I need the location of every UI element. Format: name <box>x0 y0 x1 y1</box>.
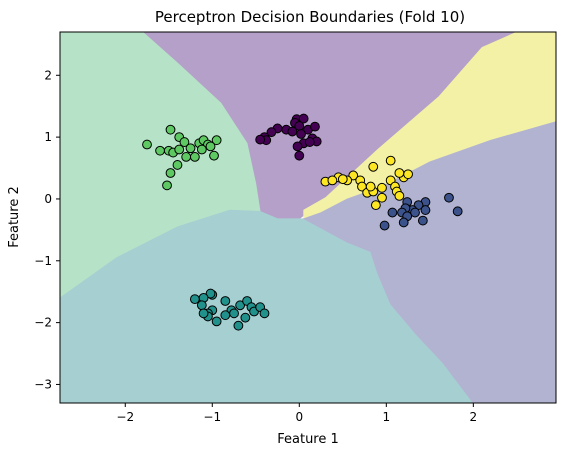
green-class-point-18 <box>162 180 172 191</box>
teal-class-point-18 <box>211 316 222 327</box>
teal-class-point-20 <box>233 320 244 331</box>
teal-class-point-2 <box>205 288 216 299</box>
green-class-point-9 <box>181 152 192 162</box>
yellow-class-point-15 <box>377 192 387 203</box>
yellow-class-point-16 <box>370 200 381 211</box>
purple-class-point-8 <box>266 127 277 138</box>
yellow-class-point-21 <box>365 181 376 192</box>
teal-class-point-22 <box>189 294 200 305</box>
plot-frame <box>59 31 557 404</box>
axes: −2 −1 0 1 2 −3 −2 −1 0 1 2 <box>34 31 557 424</box>
green-class-point-10 <box>185 143 196 154</box>
teal-class-point-7 <box>220 296 231 306</box>
purple-class-point-17 <box>255 134 266 145</box>
teal-class-point-9 <box>229 308 239 319</box>
blue-class-point-15 <box>398 217 409 228</box>
blue-class-point-1 <box>444 192 454 203</box>
y-tick-label-0: −3 <box>34 377 52 391</box>
blue-class-point-8 <box>410 207 420 218</box>
x-axis-label: Feature 1 <box>277 432 339 447</box>
x-tick-label-1: −1 <box>203 410 221 424</box>
purple-class-point-6 <box>310 121 320 132</box>
green-class-point-17 <box>165 168 176 178</box>
blue-class-point-9 <box>420 205 431 215</box>
yellow-class-point-19 <box>403 169 413 180</box>
green-class-point-16 <box>172 160 183 170</box>
blue-class-point-13 <box>452 206 463 217</box>
purple-class-point-11 <box>296 129 306 139</box>
purple-class-point-19 <box>304 137 315 147</box>
yellow-class-points <box>320 155 413 211</box>
blue-class-point-12 <box>417 215 428 226</box>
purple-class-point-20 <box>294 150 305 161</box>
teal-class-points <box>189 288 270 331</box>
purple-class-point-10 <box>287 126 298 137</box>
x-tick-label-4: 2 <box>470 410 478 424</box>
y-tick-label-3: 0 <box>44 192 52 206</box>
teal-class-point-16 <box>240 312 251 323</box>
green-class-point-3 <box>165 124 176 135</box>
green-class-point-5 <box>179 137 190 147</box>
yellow-class-point-23 <box>327 175 338 186</box>
y-axis-label: Feature 2 <box>7 186 22 248</box>
green-class-point-14 <box>196 144 207 155</box>
y-tick-label-1: −2 <box>34 316 52 330</box>
green-class-point-15 <box>189 152 200 162</box>
background-regions <box>60 32 556 403</box>
x-tick-label-3: 1 <box>382 410 390 424</box>
yellow-class-point-6 <box>337 174 348 185</box>
yellow-class-point-11 <box>377 182 387 193</box>
yellow-class-point-2 <box>368 161 379 172</box>
green-class-point-21 <box>205 141 216 152</box>
y-tick-label-4: 1 <box>44 130 52 144</box>
yellow-class-point-1 <box>385 155 396 166</box>
blue-class-point-11 <box>379 220 390 231</box>
x-tick-label-2: 0 <box>295 410 303 424</box>
green-class-point-1 <box>142 139 152 150</box>
y-tick-label-2: −1 <box>34 254 52 268</box>
blue-class-points <box>379 192 463 231</box>
purple-class-point-2 <box>298 113 309 124</box>
data-points <box>142 113 463 331</box>
green-class-point-20 <box>209 150 219 161</box>
yellow-class-point-17 <box>394 190 405 201</box>
purple-class-points <box>255 113 322 161</box>
green-class-point-8 <box>174 144 185 155</box>
purple-class-point-16 <box>292 141 303 152</box>
green-class-point-19 <box>211 135 222 146</box>
green-class-points <box>142 124 222 191</box>
teal-class-point-10 <box>235 300 246 311</box>
yellow-class-point-20 <box>394 168 405 178</box>
teal-class-point-21 <box>198 308 209 319</box>
teal-class-point-15 <box>259 308 270 319</box>
blue-class-point-10 <box>387 207 398 218</box>
teal-class-point-4 <box>196 300 207 311</box>
x-tick-label-0: −2 <box>116 410 134 424</box>
y-tick-label-5: 2 <box>44 68 52 82</box>
teal-class-point-17 <box>220 310 231 321</box>
green-class-point-2 <box>155 145 165 156</box>
chart-title: Perceptron Decision Boundaries (Fold 10) <box>155 8 465 26</box>
